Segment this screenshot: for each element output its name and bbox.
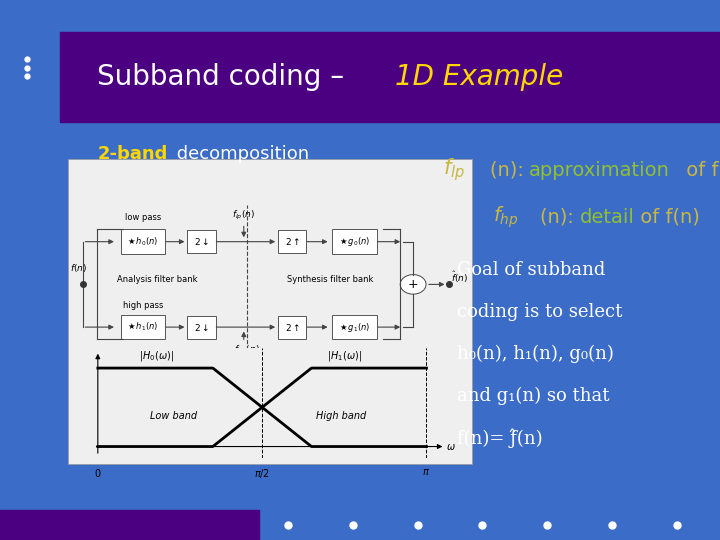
FancyBboxPatch shape (333, 315, 377, 339)
Text: $2\downarrow$: $2\downarrow$ (194, 322, 209, 333)
Text: Subband coding –: Subband coding – (97, 63, 354, 91)
Text: decomposition: decomposition (171, 145, 310, 163)
Text: coding is to select: coding is to select (457, 303, 623, 321)
Text: approximation: approximation (529, 160, 670, 180)
Bar (60, 32, 720, 122)
Text: $\bigstar\,g_1(n)$: $\bigstar\,g_1(n)$ (339, 321, 370, 334)
Text: $2\uparrow$: $2\uparrow$ (284, 322, 300, 333)
Text: $f_{lp}(n)$: $f_{lp}(n)$ (233, 209, 256, 222)
Text: 1D Example: 1D Example (395, 63, 563, 91)
Text: low pass: low pass (125, 213, 161, 222)
Text: $f_{hp}$: $f_{hp}$ (493, 204, 518, 230)
FancyBboxPatch shape (278, 316, 306, 339)
Text: Synthesis filter bank: Synthesis filter bank (287, 275, 374, 285)
Text: $2\downarrow$: $2\downarrow$ (194, 236, 209, 247)
Text: $\omega$: $\omega$ (446, 442, 456, 451)
Text: Analysis filter bank: Analysis filter bank (117, 275, 197, 285)
FancyBboxPatch shape (121, 230, 165, 254)
Text: high pass: high pass (123, 301, 163, 310)
Text: $f(n)$: $f(n)$ (70, 262, 87, 274)
FancyBboxPatch shape (278, 230, 306, 253)
Text: $\bigstar\,h_1(n)$: $\bigstar\,h_1(n)$ (127, 321, 158, 333)
Text: h₀(n), h₁(n), g₀(n): h₀(n), h₁(n), g₀(n) (457, 345, 614, 363)
FancyBboxPatch shape (333, 230, 377, 254)
FancyBboxPatch shape (121, 315, 165, 339)
Circle shape (400, 275, 426, 294)
FancyBboxPatch shape (187, 316, 215, 339)
Text: $|H_1(\omega)|$: $|H_1(\omega)|$ (327, 349, 362, 363)
Bar (0, 510, 259, 540)
Text: of f(n): of f(n) (634, 207, 699, 227)
Text: (n):: (n): (540, 207, 580, 227)
Text: 2-band: 2-band (97, 145, 168, 163)
Text: of f(n): of f(n) (680, 160, 720, 180)
Text: and g₁(n) so that: and g₁(n) so that (457, 387, 610, 406)
Text: Goal of subband: Goal of subband (457, 261, 606, 279)
Text: (n):: (n): (490, 160, 530, 180)
FancyBboxPatch shape (187, 230, 215, 253)
Text: +: + (408, 278, 418, 291)
Text: Low band: Low band (150, 411, 197, 421)
Text: $2\uparrow$: $2\uparrow$ (284, 236, 300, 247)
Text: $\bigstar\,h_0(n)$: $\bigstar\,h_0(n)$ (127, 235, 158, 248)
Bar (68, 159, 472, 464)
Text: $-f_{hp}(n)$: $-f_{hp}(n)$ (228, 344, 260, 357)
Text: $\bigstar\,g_0(n)$: $\bigstar\,g_0(n)$ (339, 235, 370, 248)
Text: detail: detail (580, 207, 634, 227)
Text: High band: High band (316, 411, 366, 421)
Text: $|H_0(\omega)|$: $|H_0(\omega)|$ (140, 349, 174, 363)
Text: f(n)= ƒ̂(n): f(n)= ƒ̂(n) (457, 429, 543, 448)
Text: $f_{lp}$: $f_{lp}$ (443, 157, 465, 184)
Text: $\hat{f}(n)$: $\hat{f}(n)$ (451, 269, 469, 285)
